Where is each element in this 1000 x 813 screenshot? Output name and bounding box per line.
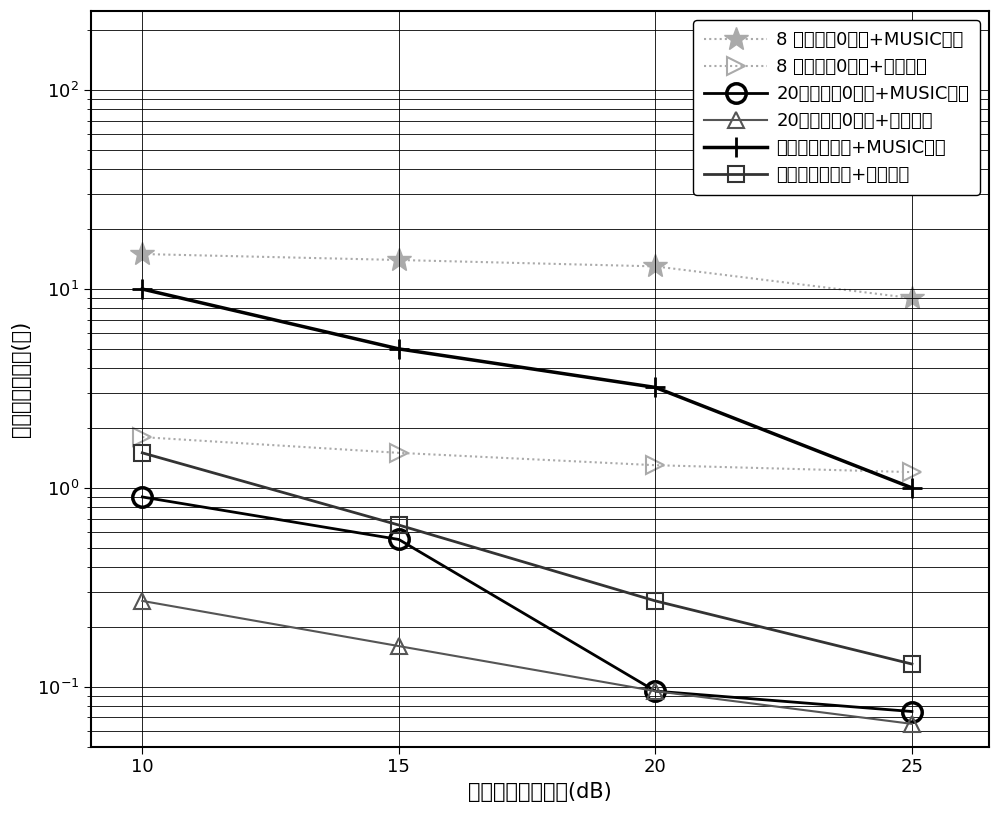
- 20阵元均剸0线阵+MUSIC算法: [136, 492, 148, 502]
- 所提分布式阵列+所提方法: [136, 448, 148, 458]
- 20阵元均剸0线阵+所提方法: [393, 641, 405, 651]
- 20阵元均剸0线阵+所提方法: [136, 596, 148, 606]
- 20阵元均剸0线阵+MUSIC算法: [393, 535, 405, 545]
- 所提分布式阵列+MUSIC算法: [906, 483, 918, 493]
- 8 阵元均剸0线阵+MUSIC方法: [906, 293, 918, 303]
- X-axis label: 相干积累后信噪比(dB): 相干积累后信噪比(dB): [468, 782, 612, 802]
- Line: 所提分布式阵列+MUSIC算法: 所提分布式阵列+MUSIC算法: [133, 280, 922, 498]
- 8 阵元均剸0线阵+MUSIC方法: [649, 262, 661, 272]
- Line: 8 阵元均剸0线阵+MUSIC方法: 8 阵元均剸0线阵+MUSIC方法: [130, 241, 924, 311]
- 所提分布式阵列+MUSIC算法: [136, 285, 148, 294]
- 8 阵元均剸0线阵+所提方法: [136, 433, 148, 442]
- 所提分布式阵列+MUSIC算法: [393, 344, 405, 354]
- 8 阵元均剸0线阵+所提方法: [906, 467, 918, 477]
- 8 阵元均剸0线阵+MUSIC方法: [136, 249, 148, 259]
- 20阵元均剸0线阵+所提方法: [649, 686, 661, 696]
- Legend: 8 阵元均剸0线阵+MUSIC方法, 8 阵元均剸0线阵+所提方法, 20阵元均剸0线阵+MUSIC算法, 20阵元均剸0线阵+所提方法, 所提分布式阵列+MU: 8 阵元均剸0线阵+MUSIC方法, 8 阵元均剸0线阵+所提方法, 20阵元均…: [693, 20, 980, 195]
- Y-axis label: 测角均方根误差(度): 测角均方根误差(度): [11, 320, 31, 437]
- 8 阵元均剸0线阵+所提方法: [649, 460, 661, 470]
- 20阵元均剸0线阵+所提方法: [906, 719, 918, 728]
- Line: 20阵元均剸0线阵+所提方法: 20阵元均剸0线阵+所提方法: [134, 593, 920, 733]
- Line: 所提分布式阵列+所提方法: 所提分布式阵列+所提方法: [135, 446, 920, 672]
- 8 阵元均剸0线阵+MUSIC方法: [393, 255, 405, 265]
- 所提分布式阵列+所提方法: [649, 596, 661, 606]
- 所提分布式阵列+所提方法: [393, 520, 405, 530]
- 20阵元均剸0线阵+MUSIC算法: [906, 706, 918, 716]
- 所提分布式阵列+MUSIC算法: [649, 383, 661, 393]
- 8 阵元均剸0线阵+所提方法: [393, 448, 405, 458]
- 所提分布式阵列+所提方法: [906, 659, 918, 669]
- Line: 8 阵元均剸0线阵+所提方法: 8 阵元均剸0线阵+所提方法: [133, 428, 921, 481]
- 20阵元均剸0线阵+MUSIC算法: [649, 686, 661, 696]
- Line: 20阵元均剸0线阵+MUSIC算法: 20阵元均剸0线阵+MUSIC算法: [133, 487, 922, 721]
